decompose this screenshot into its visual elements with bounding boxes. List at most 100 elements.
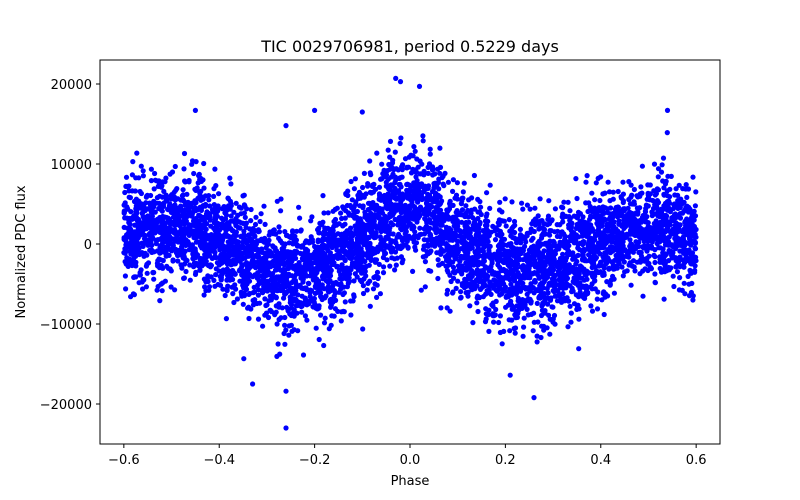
data-point [567, 303, 573, 309]
data-point [282, 229, 288, 235]
data-point [592, 256, 598, 262]
data-point [391, 256, 398, 262]
data-point [197, 267, 203, 273]
data-point [550, 250, 557, 256]
data-point [577, 218, 583, 224]
data-point [213, 255, 219, 261]
data-point [211, 193, 217, 199]
data-point [458, 229, 464, 235]
data-point [680, 257, 687, 263]
data-point [374, 150, 380, 156]
data-point [620, 179, 626, 185]
data-point [549, 266, 555, 272]
data-point [507, 328, 513, 334]
data-point [688, 289, 695, 296]
data-point [601, 289, 607, 295]
data-point [422, 186, 429, 192]
data-point [497, 199, 503, 205]
data-point [679, 238, 685, 244]
data-point [523, 239, 529, 245]
data-point [326, 289, 332, 295]
data-point [390, 248, 396, 254]
data-point [415, 235, 421, 241]
data-point [570, 250, 576, 256]
data-point [424, 249, 430, 255]
data-point [620, 199, 626, 206]
data-point [220, 267, 226, 273]
data-point [490, 311, 496, 317]
data-point [437, 194, 443, 200]
data-point [564, 251, 570, 257]
data-point [545, 251, 552, 257]
data-point [463, 203, 469, 209]
data-point [450, 234, 456, 240]
data-point [413, 247, 419, 253]
data-point [530, 328, 536, 334]
data-point [622, 269, 628, 275]
data-point [651, 161, 658, 167]
data-point [452, 256, 459, 262]
data-point [602, 205, 608, 211]
data-point [136, 175, 142, 181]
data-point [515, 310, 521, 316]
data-point [499, 341, 505, 347]
data-point [653, 199, 659, 205]
data-point [610, 265, 616, 271]
data-point [521, 315, 527, 321]
data-point [241, 293, 247, 299]
data-point [122, 200, 128, 206]
data-point [140, 168, 146, 174]
data-point [244, 263, 250, 269]
data-point [291, 327, 297, 333]
data-point [682, 291, 688, 297]
data-point [151, 186, 157, 192]
data-point [557, 294, 563, 300]
data-point [254, 253, 260, 260]
data-point [235, 224, 241, 230]
data-point [503, 223, 509, 229]
data-point [544, 274, 551, 280]
data-point [371, 246, 377, 252]
data-point [677, 254, 683, 260]
data-point [450, 177, 456, 183]
data-point [472, 217, 478, 223]
data-point [591, 237, 597, 243]
data-point [157, 298, 163, 304]
data-point [417, 158, 423, 164]
data-point [380, 171, 386, 177]
data-point [172, 287, 178, 293]
data-point [206, 284, 213, 290]
data-point [670, 253, 676, 259]
data-point [592, 264, 598, 270]
data-point [421, 243, 427, 249]
data-point [266, 237, 272, 243]
data-point [610, 196, 616, 202]
data-point [611, 224, 617, 230]
data-point [684, 203, 690, 209]
data-point [617, 208, 624, 214]
data-point [246, 315, 252, 322]
data-point [276, 229, 283, 235]
data-point [532, 277, 538, 284]
data-point [213, 272, 219, 278]
data-point [365, 181, 371, 187]
data-point [532, 205, 538, 211]
data-point [425, 170, 431, 176]
data-point [645, 182, 651, 188]
data-point [241, 277, 247, 283]
data-point [451, 275, 457, 281]
data-point [398, 135, 404, 141]
data-point [388, 239, 394, 246]
data-point [643, 238, 649, 244]
data-point [172, 163, 178, 170]
data-point [480, 259, 486, 265]
data-point [472, 236, 478, 242]
data-point [670, 250, 676, 256]
data-point [645, 224, 651, 230]
data-point [261, 203, 267, 209]
data-point [213, 183, 219, 189]
data-point [410, 268, 416, 274]
data-point [387, 166, 393, 172]
data-point [124, 215, 130, 221]
data-point [224, 208, 230, 214]
